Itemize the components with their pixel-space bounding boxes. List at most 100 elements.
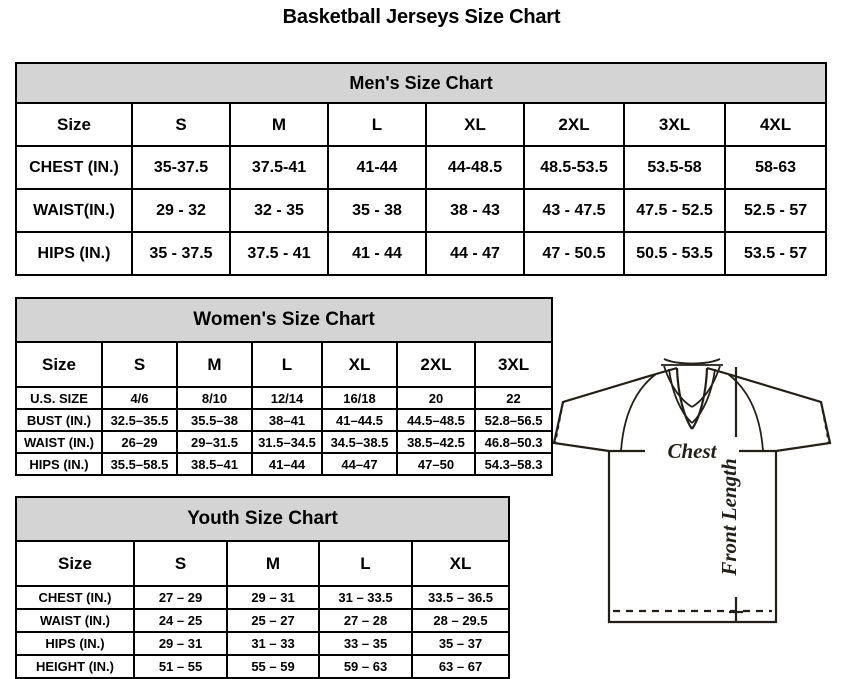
womens-cell-1-4: 44.5–48.5 — [396, 408, 476, 432]
table-row: CHEST (IN.) 35-37.5 37.5-41 41-44 44-48.… — [15, 145, 828, 190]
mens-col-header-5: 2XL — [523, 102, 625, 147]
table-banner-row: Youth Size Chart — [14, 496, 511, 542]
table-header-row: Size S M L XL 2XL 3XL 4XL — [15, 102, 828, 147]
womens-cell-1-0: 32.5–35.5 — [101, 408, 178, 432]
youth-cell-1-0: 24 – 25 — [133, 608, 228, 633]
mens-col-header-7: 4XL — [723, 102, 828, 147]
mens-col-header-2: M — [229, 102, 329, 147]
womens-cell-2-4: 38.5–42.5 — [396, 430, 476, 454]
mens-cell-1-3: 38 - 43 — [425, 188, 525, 233]
page-title: Basketball Jerseys Size Chart — [282, 6, 561, 28]
womens-banner-label: Women's Size Chart — [14, 297, 554, 343]
youth-cell-3-3: 63 – 67 — [410, 654, 511, 679]
youth-cell-0-3: 33.5 – 36.5 — [410, 585, 511, 610]
mens-cell-2-3: 44 - 47 — [425, 231, 525, 276]
womens-col-header-3: L — [251, 341, 323, 388]
mens-cell-0-5: 53.5-58 — [623, 145, 726, 190]
womens-col-header-1: S — [101, 341, 178, 388]
womens-cell-1-5: 52.8–56.5 — [473, 408, 554, 432]
mens-col-header-4: XL — [425, 102, 525, 147]
womens-cell-2-3: 34.5–38.5 — [321, 430, 398, 454]
jersey-measurement-diagram: Chest Front Length — [527, 345, 843, 675]
youth-col-header-2: M — [226, 540, 320, 587]
womens-row-label-0: U.S. SIZE — [15, 386, 103, 410]
youth-size-table: Youth Size Chart Size S M L XL CHEST (IN… — [14, 496, 511, 679]
table-row: BUST (IN.) 32.5–35.5 35.5–38 38–41 41–44… — [15, 408, 554, 432]
womens-cell-3-2: 41–44 — [251, 452, 323, 476]
table-banner-row: Men's Size Chart — [14, 62, 828, 104]
mens-row-label-0: CHEST (IN.) — [15, 145, 133, 190]
womens-col-header-4: XL — [321, 341, 398, 388]
youth-cell-2-1: 31 – 33 — [226, 631, 320, 656]
womens-size-table: Women's Size Chart Size S M L XL 2XL 3XL… — [14, 297, 554, 476]
womens-cell-3-4: 47–50 — [396, 452, 476, 476]
youth-cell-0-2: 31 – 33.5 — [318, 585, 413, 610]
youth-col-header-1: S — [133, 540, 228, 587]
table-row: WAIST (IN.) 26–29 29–31.5 31.5–34.5 34.5… — [15, 430, 554, 454]
youth-col-header-0: Size — [15, 540, 135, 587]
mens-col-header-0: Size — [15, 102, 133, 147]
mens-cell-0-3: 44-48.5 — [425, 145, 525, 190]
womens-col-header-0: Size — [15, 341, 103, 388]
table-row: HEIGHT (IN.) 51 – 55 55 – 59 59 – 63 63 … — [15, 654, 511, 679]
womens-cell-3-5: 54.3–58.3 — [473, 452, 554, 476]
chest-label: Chest — [667, 439, 717, 463]
front-length-label: Front Length — [717, 458, 741, 576]
youth-cell-1-2: 27 – 28 — [318, 608, 413, 633]
womens-cell-1-2: 38–41 — [251, 408, 323, 432]
youth-banner-label: Youth Size Chart — [14, 496, 511, 542]
mens-row-label-2: HIPS (IN.) — [15, 231, 133, 276]
table-banner-row: Women's Size Chart — [14, 297, 554, 343]
womens-col-header-5: 2XL — [396, 341, 476, 388]
mens-cell-2-4: 47 - 50.5 — [523, 231, 625, 276]
mens-cell-0-1: 37.5-41 — [229, 145, 329, 190]
mens-cell-1-5: 47.5 - 52.5 — [623, 188, 726, 233]
mens-cell-1-2: 35 - 38 — [327, 188, 427, 233]
mens-cell-1-4: 43 - 47.5 — [523, 188, 625, 233]
table-row: HIPS (IN.) 35.5–58.5 38.5–41 41–44 44–47… — [15, 452, 554, 476]
mens-cell-0-0: 35-37.5 — [131, 145, 231, 190]
mens-cell-2-1: 37.5 - 41 — [229, 231, 329, 276]
mens-cell-2-0: 35 - 37.5 — [131, 231, 231, 276]
womens-row-label-2: WAIST (IN.) — [15, 430, 103, 454]
womens-cell-2-1: 29–31.5 — [176, 430, 253, 454]
womens-cell-0-5: 22 — [473, 386, 554, 410]
youth-cell-0-0: 27 – 29 — [133, 585, 228, 610]
mens-banner-label: Men's Size Chart — [14, 62, 828, 104]
youth-cell-3-0: 51 – 55 — [133, 654, 228, 679]
jersey-vneck-collar — [661, 358, 723, 430]
mens-cell-2-5: 50.5 - 53.5 — [623, 231, 726, 276]
womens-cell-2-2: 31.5–34.5 — [251, 430, 323, 454]
womens-cell-2-0: 26–29 — [101, 430, 178, 454]
jersey-right-sleeve — [727, 372, 832, 453]
mens-cell-1-0: 29 - 32 — [131, 188, 231, 233]
jersey-left-sleeve — [552, 372, 657, 453]
womens-cell-0-0: 4/6 — [101, 386, 178, 410]
mens-cell-2-6: 53.5 - 57 — [723, 231, 828, 276]
youth-col-header-4: XL — [410, 540, 511, 587]
womens-cell-3-1: 38.5–41 — [176, 452, 253, 476]
mens-col-header-1: S — [131, 102, 231, 147]
womens-cell-0-4: 20 — [396, 386, 476, 410]
youth-cell-1-1: 25 – 27 — [226, 608, 320, 633]
table-header-row: Size S M L XL 2XL 3XL — [15, 341, 554, 388]
mens-cell-0-4: 48.5-53.5 — [523, 145, 625, 190]
table-header-row: Size S M L XL — [15, 540, 511, 587]
womens-col-header-2: M — [176, 341, 253, 388]
womens-cell-0-2: 12/14 — [251, 386, 323, 410]
youth-cell-3-2: 59 – 63 — [318, 654, 413, 679]
table-row: WAIST (IN.) 24 – 25 25 – 27 27 – 28 28 –… — [15, 608, 511, 633]
mens-cell-1-6: 52.5 - 57 — [723, 188, 828, 233]
womens-cell-1-1: 35.5–38 — [176, 408, 253, 432]
youth-cell-2-3: 35 – 37 — [410, 631, 511, 656]
womens-cell-1-3: 41–44.5 — [321, 408, 398, 432]
jersey-body-shape — [607, 451, 778, 624]
table-row: HIPS (IN.) 29 – 31 31 – 33 33 – 35 35 – … — [15, 631, 511, 656]
youth-cell-1-3: 28 – 29.5 — [410, 608, 511, 633]
mens-cell-1-1: 32 - 35 — [229, 188, 329, 233]
youth-row-label-2: HIPS (IN.) — [15, 631, 135, 656]
youth-col-header-3: L — [318, 540, 413, 587]
womens-row-label-3: HIPS (IN.) — [15, 452, 103, 476]
mens-col-header-3: L — [327, 102, 427, 147]
